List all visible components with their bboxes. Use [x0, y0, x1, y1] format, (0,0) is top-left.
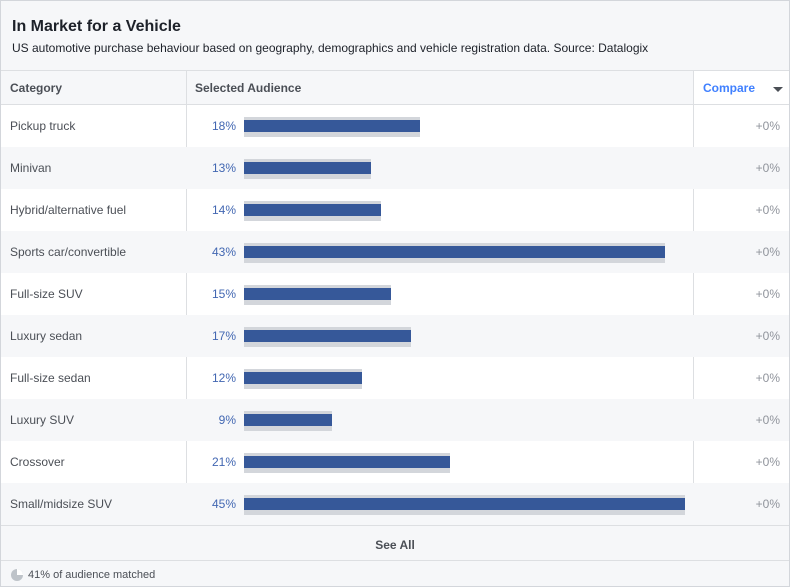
see-all-button[interactable]: See All	[375, 538, 415, 552]
card-footer: 41% of audience matched	[1, 561, 789, 586]
category-label: Crossover	[10, 455, 65, 469]
percent-label: 21%	[211, 455, 236, 469]
compare-dropdown[interactable]: Compare	[693, 71, 789, 104]
table-row: Full-size SUV 15% +0%	[1, 273, 789, 315]
compare-delta: +0%	[755, 161, 780, 175]
card-title: In Market for a Vehicle	[12, 18, 181, 35]
percent-label: 13%	[211, 161, 236, 175]
pie-chart-icon	[11, 569, 23, 581]
compare-delta: +0%	[755, 497, 780, 511]
percent-label: 45%	[211, 497, 236, 511]
category-label: Hybrid/alternative fuel	[10, 203, 127, 217]
table-row: Luxury sedan 17% +0%	[1, 315, 789, 357]
compare-delta: +0%	[755, 455, 780, 469]
table-row: Crossover 21% +0%	[1, 441, 789, 483]
compare-delta: +0%	[755, 413, 780, 427]
table-row: Full-size sedan 12% +0%	[1, 357, 789, 399]
column-divider	[693, 70, 694, 525]
category-rows: Pickup truck 18% +0% Minivan 13% +0% Hybrid/al…	[1, 105, 789, 525]
compare-label[interactable]: Compare	[703, 81, 756, 95]
percent-label: 14%	[211, 203, 236, 217]
category-label: Luxury SUV	[10, 413, 75, 427]
table-row: Luxury SUV 9% +0%	[1, 399, 789, 441]
category-label: Luxury sedan	[10, 329, 83, 343]
percent-label: 17%	[211, 329, 236, 343]
audience-bar	[244, 162, 371, 174]
compare-delta: +0%	[755, 371, 780, 385]
category-label: Sports car/convertible	[10, 245, 127, 259]
card-subtitle: US automotive purchase behaviour based o…	[12, 41, 649, 55]
compare-delta: +0%	[755, 119, 780, 133]
category-label: Minivan	[10, 161, 52, 175]
category-label: Full-size SUV	[10, 287, 83, 301]
audience-bar	[244, 330, 411, 342]
category-label: Pickup truck	[10, 119, 76, 133]
table-row: Minivan 13% +0%	[1, 147, 789, 189]
column-header-category: Category	[10, 81, 63, 95]
caret-down-icon[interactable]	[773, 87, 783, 92]
percent-label: 18%	[211, 119, 236, 133]
audience-bar	[244, 246, 665, 258]
table-row: Small/midsize SUV 45% +0%	[1, 483, 789, 525]
compare-delta: +0%	[755, 329, 780, 343]
column-divider	[186, 70, 187, 525]
card-header: In Market for a Vehicle US automotive pu…	[1, 1, 789, 70]
audience-bar	[244, 288, 391, 300]
audience-bar	[244, 498, 685, 510]
audience-bar	[244, 456, 450, 468]
column-header-selected-audience: Selected Audience	[195, 81, 302, 95]
see-all-bar[interactable]: See All	[1, 525, 789, 561]
audience-bar	[244, 120, 420, 132]
compare-delta: +0%	[755, 203, 780, 217]
table-row: Pickup truck 18% +0%	[1, 105, 789, 147]
category-label: Full-size sedan	[10, 371, 91, 385]
percent-label: 12%	[211, 371, 236, 385]
audience-bar	[244, 204, 381, 216]
table-row: Hybrid/alternative fuel 14% +0%	[1, 189, 789, 231]
table-header: Category Selected Audience Compare	[1, 70, 789, 105]
audience-bar	[244, 414, 332, 426]
category-label: Small/midsize SUV	[10, 497, 113, 511]
percent-label: 9%	[218, 413, 236, 427]
compare-delta: +0%	[755, 287, 780, 301]
compare-delta: +0%	[755, 245, 780, 259]
table-row: Sports car/convertible 43% +0%	[1, 231, 789, 273]
percent-label: 15%	[211, 287, 236, 301]
audience-bar	[244, 372, 362, 384]
audience-matched-text: 41% of audience matched	[28, 569, 156, 581]
percent-label: 43%	[211, 245, 236, 259]
